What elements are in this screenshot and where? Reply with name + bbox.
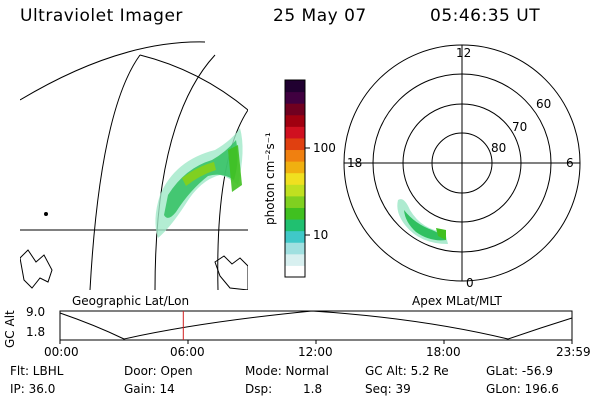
island-dot [44,212,48,216]
colorbar-segment [285,149,305,162]
colorbar-segment [285,265,305,278]
time-tick-0600: 06:00 [170,345,205,359]
glat-info: GLat: -56.9 [486,364,553,378]
colorbar-segment [285,172,305,185]
colorbar-segment [285,80,305,93]
time-tick-0000: 00:00 [44,345,79,359]
longitude-line-1 [89,54,141,290]
altitude-plot [59,310,573,344]
altitude-curve [59,310,573,340]
seq-info: Seq: 39 [365,382,411,396]
mlat-label-60: 60 [536,97,552,111]
mlt-label-6: 6 [566,156,574,170]
altitude-tick-low: 1.8 [26,325,46,339]
colorbar-segment [285,242,305,255]
mlt-label-18: 18 [347,156,363,170]
mode-info: Mode: Normal [245,364,329,378]
altitude-axis-label: GC Alt [3,310,17,348]
coastline-left [20,249,53,289]
colorbar-segment [285,230,305,243]
colorbar-segment [285,195,305,208]
coastline-right [214,255,248,290]
colorbar-segment [285,114,305,127]
colorbar-segment [285,91,305,104]
colorbar-tick-10: 10 [313,228,329,242]
door-info: Door: Open [124,364,193,378]
geographic-map-panel [20,41,248,290]
colorbar-segment [285,103,305,116]
colorbar-segment [285,126,305,139]
altitude-x-ticks [59,340,573,344]
longitude-line-2 [154,54,216,290]
colorbar-segment [285,207,305,220]
mlat-label-80: 80 [491,141,507,155]
dsp-label: Dsp: [245,382,273,396]
time-label: 05:46:35 UT [430,6,541,26]
latitude-arc-outer [20,41,206,101]
colorbar-segment [285,253,305,266]
colorbar-segment [285,219,305,232]
colorbar-tick-100: 100 [313,141,336,155]
time-tick-1200: 12:00 [298,345,333,359]
glon-info: GLon: 196.6 [486,382,559,396]
apex-label: Apex MLat/MLT [412,294,502,308]
geographic-label: Geographic Lat/Lon [72,294,190,308]
ip-info: IP: 36.0 [10,382,56,396]
color-scale-bar [285,80,305,278]
aurora-polar-main [404,210,446,241]
altitude-tick-high: 9.0 [26,305,46,319]
date-label: 25 May 07 [273,6,367,26]
colorbar-segment [285,137,305,151]
instrument-title: Ultraviolet Imager [20,6,183,26]
polar-plot [343,44,581,282]
gc-alt-info: GC Alt: 5.2 Re [365,364,449,378]
dsp-value: 1.8 [303,382,323,396]
time-tick-1800: 18:00 [426,345,461,359]
aurora-geographic [155,128,243,238]
mlt-label-12: 12 [456,46,472,60]
colorbar-segment [285,161,305,174]
mlt-label-0: 0 [466,276,474,290]
colorbar-label: photon cm⁻²s⁻¹ [263,132,277,225]
filter-info: Flt: LBHL [10,364,64,378]
time-tick-2359: 23:59 [556,345,591,359]
gain-info: Gain: 14 [124,382,175,396]
mlat-label-70: 70 [512,120,528,134]
colorbar-segment [285,184,305,197]
meridian-arc [139,54,248,111]
